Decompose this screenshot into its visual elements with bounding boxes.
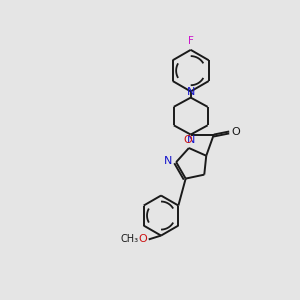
Text: O: O xyxy=(232,127,240,137)
Text: N: N xyxy=(187,87,195,97)
Text: CH₃: CH₃ xyxy=(121,234,139,244)
Text: N: N xyxy=(164,156,172,167)
Text: O: O xyxy=(184,135,193,145)
Text: F: F xyxy=(188,36,194,46)
Text: O: O xyxy=(138,234,147,244)
Text: N: N xyxy=(187,135,195,145)
